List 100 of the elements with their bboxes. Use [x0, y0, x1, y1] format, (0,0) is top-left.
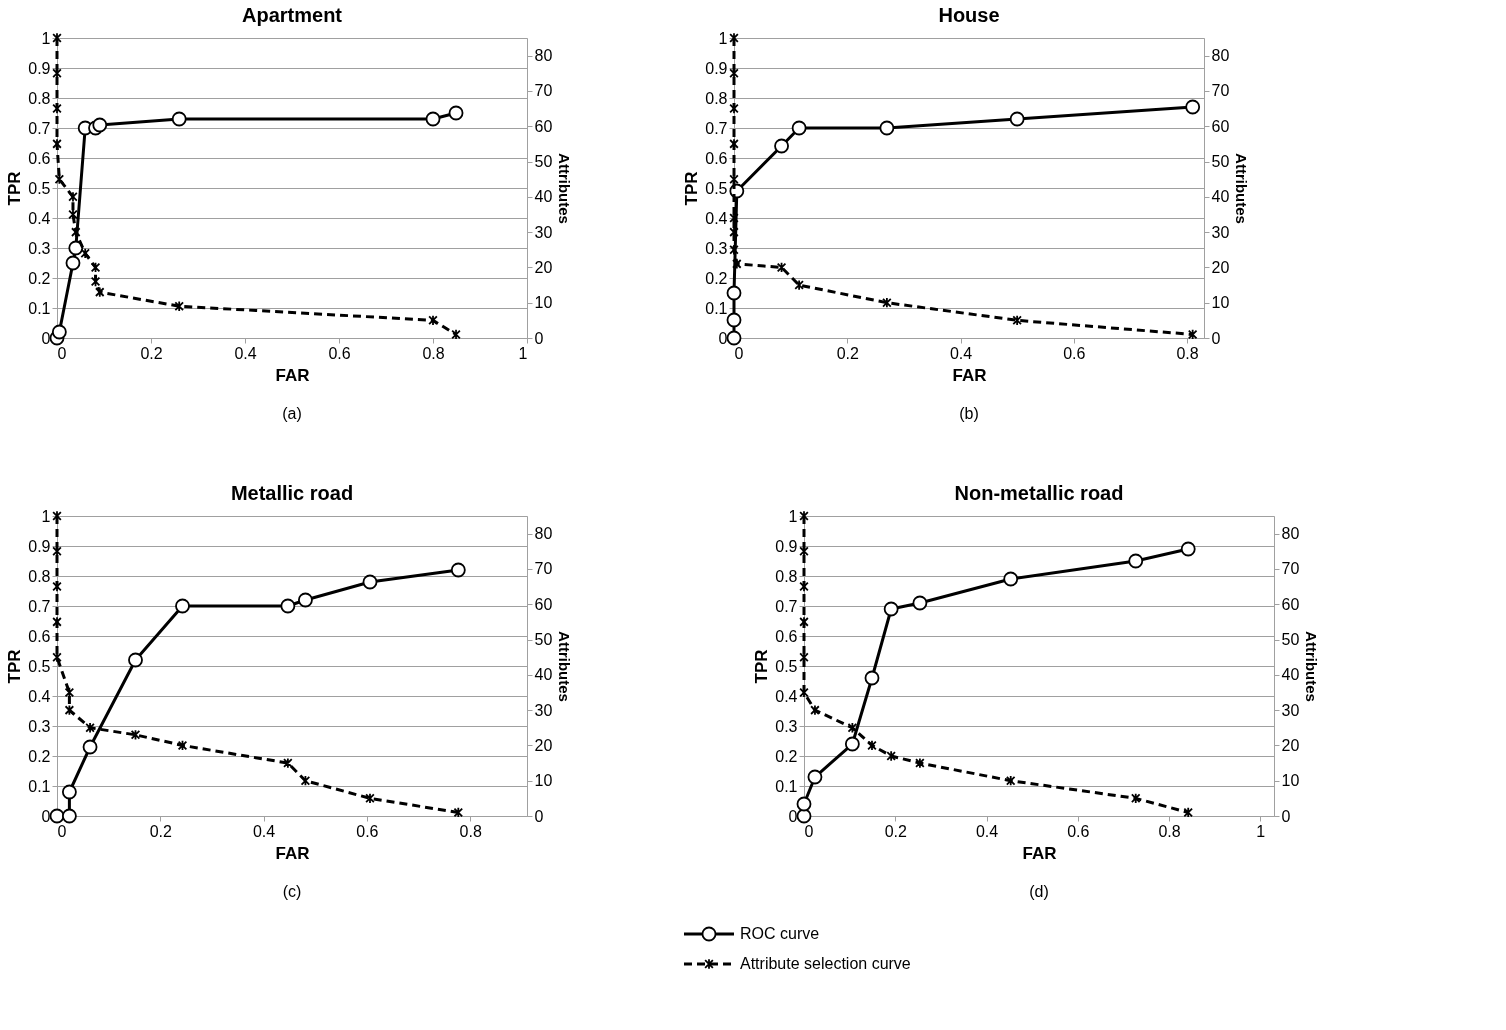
x-tick-label: 0.8 [1176, 344, 1199, 362]
y-tick-label: 0.1 [28, 777, 51, 795]
point [729, 32, 739, 44]
y2-axis-title: Attributes [556, 631, 574, 702]
y2-tick-label: 70 [1281, 560, 1300, 578]
point [729, 103, 739, 115]
point [448, 105, 464, 121]
chart-title: House [938, 3, 1000, 26]
y-tick-label: 0.9 [28, 537, 51, 555]
y-tick-label: 1 [41, 507, 51, 525]
point [52, 616, 62, 628]
point [177, 739, 188, 751]
y-tick-label: 0.8 [705, 89, 728, 107]
y-tick-label: 0.5 [775, 657, 798, 675]
y2-tick-label: 20 [534, 736, 553, 754]
y2-tick-label: 50 [1281, 631, 1300, 649]
y2-tick-label: 70 [1211, 82, 1230, 100]
point [130, 729, 141, 741]
y2-tick-label: 0 [1281, 807, 1291, 825]
y2-tick-label: 80 [534, 47, 553, 65]
point [726, 312, 742, 328]
y-tick-label: 1 [718, 29, 728, 47]
x-tick-label: 0.6 [1063, 344, 1086, 362]
x-tick-label: 0.4 [234, 344, 257, 362]
y-tick-label: 0 [41, 807, 51, 825]
chart-title: Apartment [241, 3, 343, 26]
point [82, 739, 98, 755]
y-tick-label: 0.6 [705, 149, 728, 167]
x-tick-label: 0.8 [459, 822, 482, 840]
point [52, 651, 62, 663]
y2-tick-label: 50 [534, 153, 553, 171]
point [1009, 111, 1025, 127]
point [1128, 553, 1144, 569]
y-tick-label: 0 [788, 807, 798, 825]
point [80, 247, 90, 259]
y-tick-label: 0.3 [775, 717, 798, 735]
y-tick-label: 0.5 [705, 179, 728, 197]
point [52, 581, 62, 593]
x-tick-label: 0.2 [884, 822, 907, 840]
point [1012, 314, 1022, 326]
y-tick-label: 0.6 [28, 149, 51, 167]
y-axis-title: TPR [5, 649, 25, 684]
point [52, 138, 62, 150]
point [1180, 541, 1196, 557]
y2-axis-title: Attributes [556, 153, 574, 224]
point [776, 261, 787, 273]
y-tick-label: 0.6 [775, 627, 798, 645]
point [729, 67, 739, 79]
point [174, 300, 184, 312]
x-tick-label: 0.8 [1158, 822, 1181, 840]
y2-tick-label: 60 [534, 595, 553, 613]
y2-tick-label: 40 [1281, 666, 1300, 684]
point [796, 808, 812, 824]
y-tick-label: 0.3 [705, 239, 728, 257]
y-tick-label: 0.2 [775, 747, 798, 765]
point [886, 750, 896, 762]
x-axis-title: FAR [275, 365, 310, 385]
point [52, 32, 62, 44]
point [52, 510, 62, 522]
y2-tick-label: 40 [534, 666, 553, 684]
point [90, 261, 101, 273]
point [883, 601, 899, 617]
point [171, 111, 187, 127]
point [365, 792, 375, 804]
point [726, 330, 742, 346]
point [280, 598, 296, 614]
y-tick-label: 0.1 [775, 777, 798, 795]
y2-tick-label: 70 [534, 560, 553, 578]
y-tick-label: 1 [41, 29, 51, 47]
x-tick-label: 0.4 [252, 822, 276, 840]
point [283, 757, 293, 769]
x-tick-label: 1 [518, 344, 528, 362]
x-axis-title: FAR [1022, 843, 1057, 863]
y-tick-label: 0.1 [705, 299, 728, 317]
point [799, 581, 809, 593]
point [128, 652, 143, 668]
y2-tick-label: 60 [1211, 117, 1230, 135]
y2-tick-label: 0 [534, 329, 544, 347]
point [796, 796, 812, 812]
point [844, 736, 860, 752]
point [864, 670, 880, 686]
y2-tick-label: 80 [1281, 525, 1300, 543]
point [64, 704, 75, 716]
point [428, 314, 438, 326]
point [912, 595, 928, 611]
point [51, 324, 67, 340]
point [799, 545, 809, 557]
y2-tick-label: 40 [1211, 188, 1230, 206]
y-axis-title: TPR [5, 171, 25, 206]
y-tick-label: 0.7 [705, 119, 728, 137]
x-axis-title: FAR [952, 365, 987, 385]
point [298, 592, 313, 608]
y2-tick-label: 40 [534, 188, 553, 206]
y-tick-label: 0.7 [775, 597, 798, 615]
y2-tick-label: 10 [1281, 772, 1300, 790]
y-tick-label: 0.3 [28, 717, 51, 735]
point [61, 784, 77, 800]
y-tick-label: 0.5 [28, 179, 51, 197]
y-tick-label: 0.2 [28, 747, 51, 765]
point [1005, 775, 1016, 787]
